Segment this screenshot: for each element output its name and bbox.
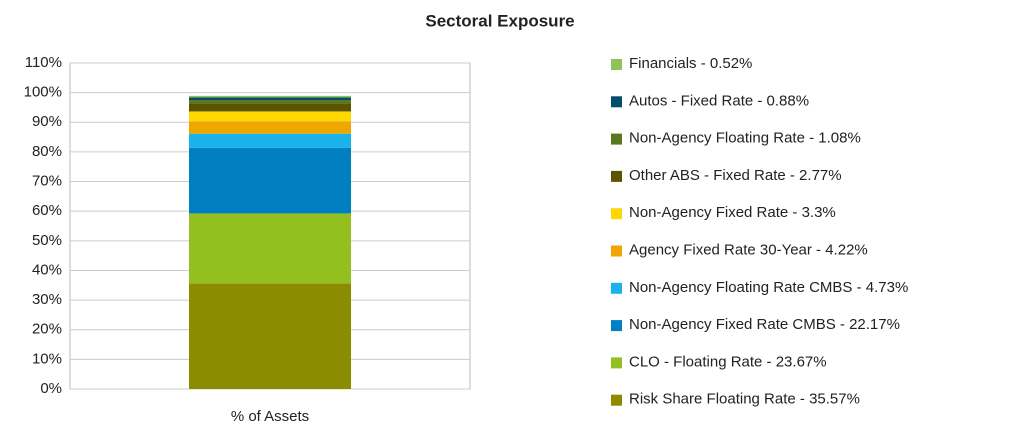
bar-segment — [189, 95, 351, 98]
legend-label: Autos - Fixed Rate - 0.88% — [629, 92, 809, 109]
bar-segment — [189, 133, 351, 148]
bar-segment — [189, 147, 351, 214]
chart-title: Sectoral Exposure — [425, 11, 574, 30]
legend-label: CLO - Floating Rate - 23.67% — [629, 353, 827, 370]
legend-swatch — [611, 245, 622, 257]
legend-swatch — [611, 320, 622, 332]
y-tick-label: 110% — [25, 54, 62, 71]
legend-swatch — [611, 170, 622, 182]
legend-swatch — [611, 96, 622, 108]
legend-swatch — [611, 208, 622, 220]
legend-label: Other ABS - Fixed Rate - 2.77% — [629, 167, 842, 184]
bar-segment — [189, 111, 351, 122]
y-tick-label: 0% — [40, 380, 62, 397]
y-tick-label: 50% — [32, 232, 62, 249]
y-tick-label: 90% — [32, 113, 62, 130]
y-tick-label: 20% — [32, 321, 62, 338]
legend-swatch — [611, 357, 622, 369]
legend-label: Agency Fixed Rate 30-Year - 4.22% — [629, 241, 868, 258]
legend-label: Non-Agency Floating Rate - 1.08% — [629, 130, 861, 147]
legend-swatch — [611, 282, 622, 294]
y-tick-label: 80% — [32, 143, 62, 160]
legend-label: Non-Agency Fixed Rate CMBS - 22.17% — [629, 316, 900, 333]
y-tick-label: 70% — [32, 173, 62, 190]
legend-swatch — [611, 133, 622, 145]
legend-label: Non-Agency Fixed Rate - 3.3% — [629, 204, 836, 221]
y-tick-label: 30% — [32, 291, 62, 308]
y-tick-label: 10% — [32, 350, 62, 367]
legend-label: Financials - 0.52% — [629, 55, 752, 72]
legend-swatch — [611, 394, 622, 406]
y-tick-label: 100% — [24, 84, 62, 101]
x-tick-label: % of Assets — [231, 408, 309, 425]
bar-segment — [189, 283, 351, 389]
bar-segment — [189, 213, 351, 284]
y-tick-label: 60% — [32, 202, 62, 219]
bar-segment — [189, 103, 351, 112]
legend-swatch — [611, 59, 622, 70]
bar-segment — [189, 97, 351, 101]
bar-segment — [189, 121, 351, 134]
legend-label: Risk Share Floating Rate - 35.57% — [629, 391, 860, 408]
legend-label: Non-Agency Floating Rate CMBS - 4.73% — [629, 279, 908, 296]
y-tick-label: 40% — [32, 261, 62, 278]
bar-segment — [189, 100, 351, 104]
